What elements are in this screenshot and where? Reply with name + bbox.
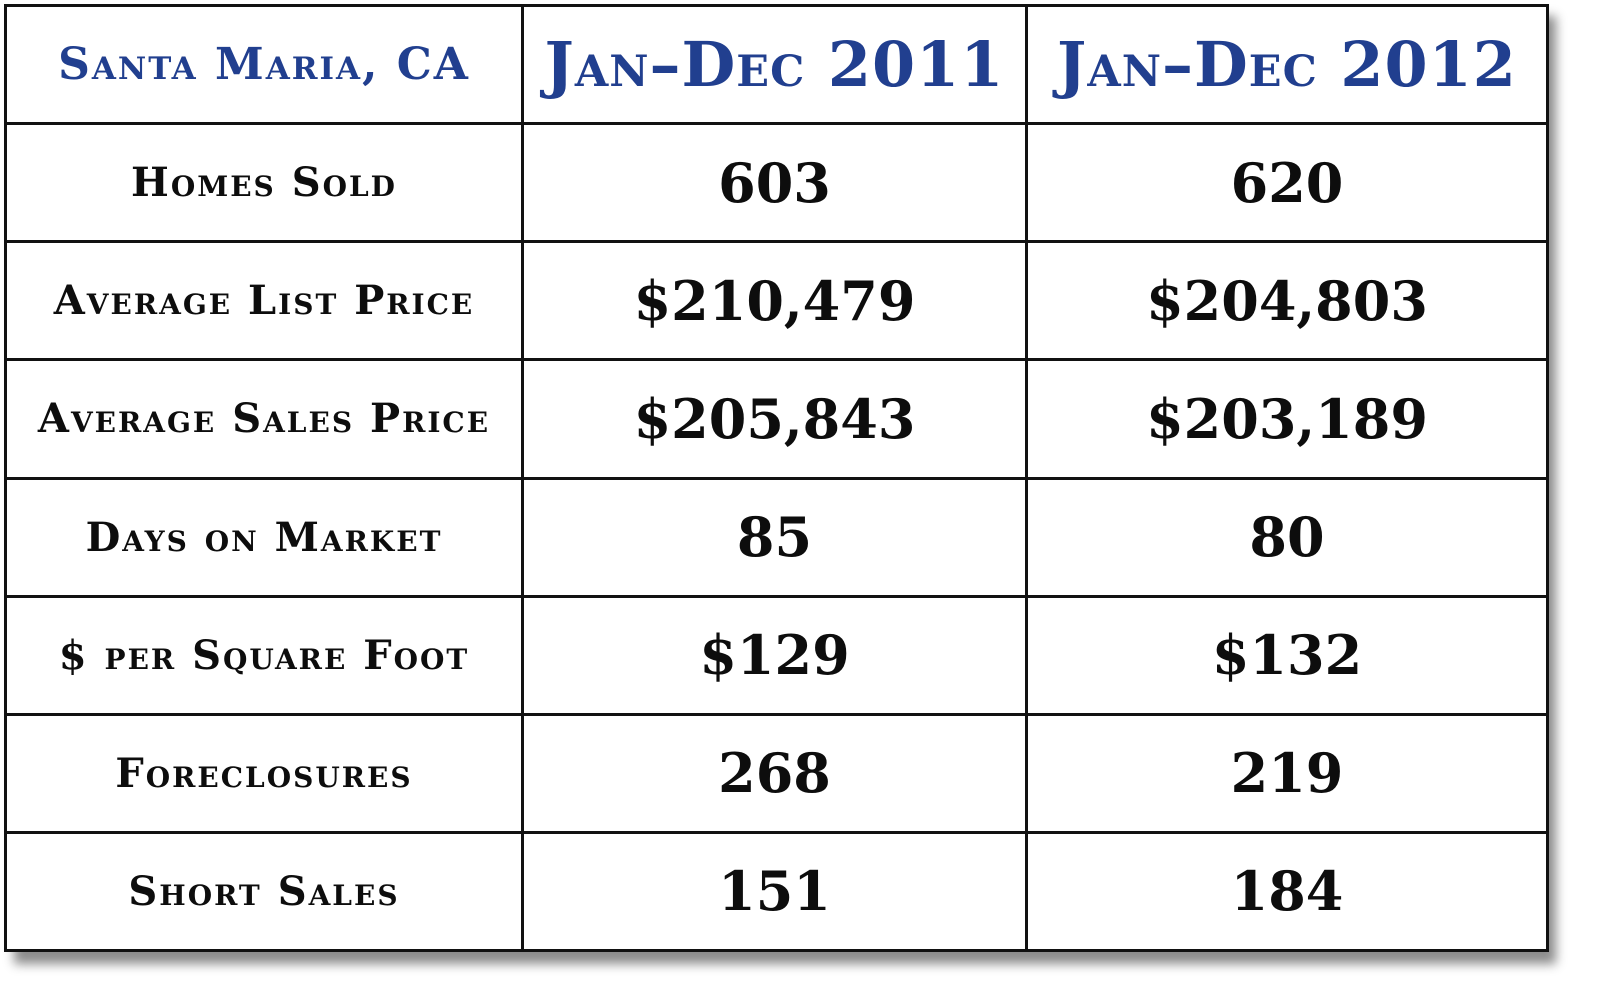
- cell-2011: $205,843: [521, 358, 1028, 480]
- row-label-short-sales: Short Sales: [4, 830, 524, 953]
- cell-2012: 184: [1025, 830, 1549, 953]
- table-row: $ per Square Foot $129 $132: [4, 594, 1549, 716]
- table-row: Average List Price $210,479 $204,803: [4, 240, 1549, 362]
- cell-2011: $210,479: [521, 240, 1028, 362]
- row-label-price-per-square-foot: $ per Square Foot: [4, 594, 524, 716]
- header-period-2012: Jan–Dec 2012: [1025, 3, 1549, 126]
- cell-2012: 80: [1025, 476, 1549, 598]
- header-location: Santa Maria, CA: [4, 3, 524, 126]
- table-header-row: Santa Maria, CA Jan–Dec 2011 Jan–Dec 201…: [4, 3, 1549, 126]
- row-label-foreclosures: Foreclosures: [4, 712, 524, 834]
- row-label-average-list-price: Average List Price: [4, 240, 524, 362]
- cell-2012: $203,189: [1025, 358, 1549, 480]
- table-row: Short Sales 151 184: [4, 830, 1549, 953]
- cell-2011: $129: [521, 594, 1028, 716]
- cell-2012: $132: [1025, 594, 1549, 716]
- cell-2011: 603: [521, 122, 1028, 244]
- market-stats-card: Santa Maria, CA Jan–Dec 2011 Jan–Dec 201…: [4, 3, 1549, 953]
- cell-2011: 151: [521, 830, 1028, 953]
- table-row: Homes Sold 603 620: [4, 122, 1549, 244]
- row-label-average-sales-price: Average Sales Price: [4, 358, 524, 480]
- row-label-homes-sold: Homes Sold: [4, 122, 524, 244]
- cell-2012: $204,803: [1025, 240, 1549, 362]
- market-stats-table: Santa Maria, CA Jan–Dec 2011 Jan–Dec 201…: [4, 3, 1549, 953]
- header-period-2011: Jan–Dec 2011: [521, 3, 1028, 126]
- row-label-days-on-market: Days on Market: [4, 476, 524, 598]
- table-row: Average Sales Price $205,843 $203,189: [4, 358, 1549, 480]
- table-row: Foreclosures 268 219: [4, 712, 1549, 834]
- cell-2012: 620: [1025, 122, 1549, 244]
- cell-2011: 268: [521, 712, 1028, 834]
- table-row: Days on Market 85 80: [4, 476, 1549, 598]
- cell-2011: 85: [521, 476, 1028, 598]
- cell-2012: 219: [1025, 712, 1549, 834]
